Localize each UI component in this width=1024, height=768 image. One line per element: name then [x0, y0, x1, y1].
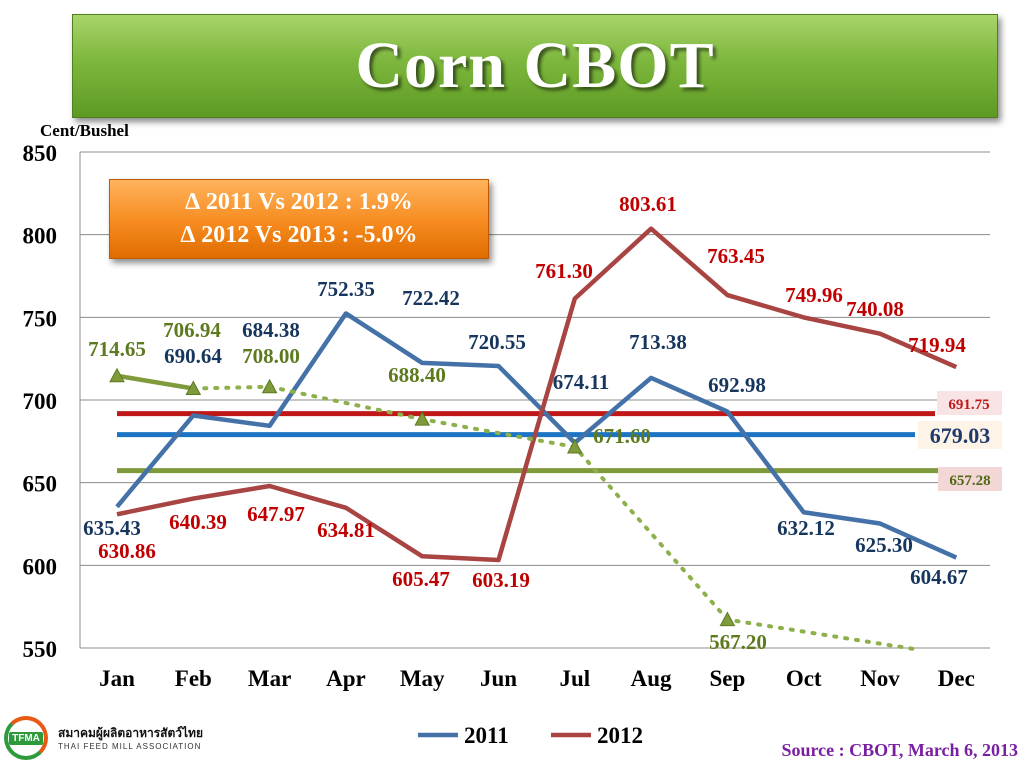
- data-label-2011: 713.38: [629, 330, 687, 354]
- data-label-2011: 684.38: [242, 318, 300, 342]
- y-tick-label: 650: [23, 472, 58, 497]
- y-tick-label: 750: [23, 306, 58, 331]
- data-label-2012: 803.61: [619, 192, 677, 216]
- title-banner: Corn CBOT: [72, 14, 998, 118]
- x-tick-label: Oct: [786, 666, 822, 691]
- data-label-forecast: 706.94: [163, 318, 221, 342]
- logo-english-name: THAI FEED MILL ASSOCIATION: [58, 742, 202, 751]
- x-tick-label: Jun: [480, 666, 517, 691]
- series-marker: [566, 438, 583, 454]
- data-label-2012: 740.08: [846, 297, 904, 321]
- y-tick-label: 550: [23, 637, 58, 662]
- x-tick-label: Jul: [559, 666, 590, 691]
- data-label-2011: 720.55: [468, 330, 526, 354]
- data-label-2011: 674.11: [553, 370, 610, 394]
- x-tick-label: Dec: [938, 666, 975, 691]
- data-label-forecast: 567.20: [709, 630, 767, 654]
- x-tick-label: Feb: [175, 666, 212, 691]
- y-tick-label: 800: [23, 224, 58, 249]
- series-marker: [719, 611, 736, 627]
- data-label-2011: 690.64: [164, 344, 222, 368]
- x-tick-label: Aug: [631, 666, 672, 691]
- data-label-2012: 634.81: [317, 518, 375, 542]
- data-label-2012: 749.96: [785, 283, 843, 307]
- data-label-2012: 719.94: [908, 333, 966, 357]
- data-label-2011: 604.67: [910, 565, 968, 589]
- data-label-2012: 630.86: [98, 539, 156, 563]
- data-label-2012: 647.97: [247, 502, 305, 526]
- data-label-2011: 692.98: [708, 373, 766, 397]
- data-label-forecast: 708.00: [242, 344, 300, 368]
- source-note: Source : CBOT, March 6, 2013: [781, 740, 1019, 760]
- average-label-box: [918, 421, 1002, 449]
- tfma-logo: TFMA สมาคมผู้ผลิตอาหารสัตว์ไทย THAI FEED…: [2, 712, 222, 766]
- series-line-forecast: [191, 384, 921, 652]
- legend-label: 2011: [464, 723, 509, 748]
- average-label: 691.75: [948, 397, 989, 413]
- x-tick-label: May: [400, 666, 445, 691]
- x-tick-label: Apr: [326, 666, 366, 691]
- logo-icon: TFMA: [4, 716, 48, 760]
- y-tick-label: 700: [23, 389, 58, 414]
- series-line-2011: [115, 311, 958, 560]
- chart-title: Corn CBOT: [355, 29, 715, 102]
- data-label-forecast: 688.40: [388, 363, 446, 387]
- data-label-2012: 605.47: [392, 567, 450, 591]
- data-label-forecast: 671.60: [593, 424, 651, 448]
- series-line-2012: [116, 226, 958, 563]
- series-marker: [109, 367, 125, 383]
- y-tick-label: 600: [23, 554, 58, 579]
- logo-abbr: TFMA: [9, 731, 43, 745]
- series-marker: [414, 411, 431, 426]
- data-label-forecast: 714.65: [88, 337, 146, 361]
- data-label-2011: 632.12: [777, 516, 835, 540]
- delta-line-1: ∆ 2011 Vs 2012 : 1.9%: [185, 189, 413, 215]
- x-tick-label: Jan: [99, 666, 135, 691]
- data-label-2012: 640.39: [169, 510, 227, 534]
- y-tick-label: 850: [23, 141, 58, 166]
- data-label-2011: 752.35: [317, 277, 375, 301]
- data-label-2012: 603.19: [472, 568, 530, 592]
- data-label-2012: 761.30: [535, 259, 593, 283]
- series-marker: [185, 380, 202, 396]
- average-label-box: [937, 391, 1002, 415]
- delta-box: ∆ 2011 Vs 2012 : 1.9% ∆ 2012 Vs 2013 : -…: [109, 179, 489, 259]
- average-label: 657.28: [949, 473, 990, 489]
- legend-label: 2012: [597, 723, 643, 748]
- data-label-2011: 635.43: [83, 516, 141, 540]
- data-label-2011: 722.42: [402, 286, 460, 310]
- delta-line-2: ∆ 2012 Vs 2013 : -5.0%: [180, 222, 418, 248]
- series-line-actual: [116, 373, 194, 391]
- data-label-2012: 763.45: [707, 244, 765, 268]
- logo-thai-name: สมาคมผู้ผลิตอาหารสัตว์ไทย: [58, 726, 203, 740]
- x-tick-label: Mar: [248, 666, 291, 691]
- x-tick-label: Sep: [710, 666, 746, 691]
- x-tick-label: Nov: [860, 666, 900, 691]
- average-label-box: [938, 467, 1002, 491]
- average-label: 679.03: [930, 423, 991, 448]
- data-label-2011: 625.30: [855, 533, 913, 557]
- series-marker: [261, 378, 278, 394]
- unit-label: Cent/Bushel: [40, 121, 129, 140]
